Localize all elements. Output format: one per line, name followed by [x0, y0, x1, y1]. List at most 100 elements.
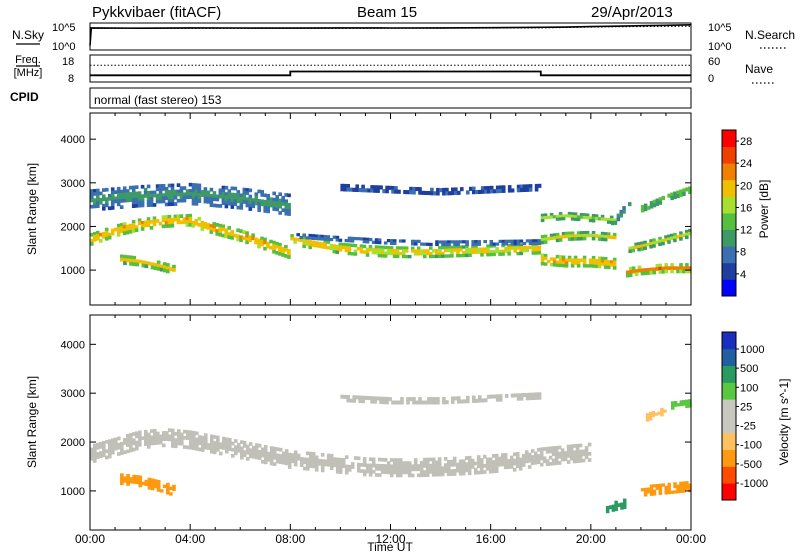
- power-cell: [365, 250, 370, 254]
- power-cell: [305, 239, 309, 243]
- velocity-cell: [578, 455, 583, 460]
- velocity-cell: [572, 459, 577, 464]
- velocity-cell: [352, 395, 356, 400]
- power-cell: [254, 240, 258, 245]
- power-cell: [386, 246, 391, 250]
- velocity-cell: [346, 398, 350, 403]
- power-cell: [591, 231, 596, 235]
- power-cell: [200, 224, 205, 228]
- power-cell: [501, 239, 506, 243]
- power-cell: [552, 257, 557, 261]
- power-cell: [308, 243, 312, 247]
- velocity-cell: [102, 450, 106, 454]
- velocity-cell: [269, 458, 274, 463]
- power-cell: [462, 251, 466, 255]
- power-cell: [486, 253, 490, 257]
- velocity-cell: [340, 394, 344, 399]
- power-cell: [652, 270, 657, 275]
- power-cell: [239, 235, 243, 240]
- power-cell: [156, 263, 161, 268]
- power-cell: [131, 198, 136, 202]
- power-cell: [471, 240, 475, 244]
- power-colorbar-swatch: [722, 262, 736, 280]
- power-cell: [323, 245, 328, 249]
- power-cell: [236, 228, 240, 233]
- velocity-cell: [377, 467, 382, 471]
- velocity-cell: [150, 438, 154, 443]
- power-colorbar-tick-label: 28: [740, 136, 752, 148]
- velocity-cell: [156, 480, 161, 484]
- power-cell: [179, 186, 184, 190]
- velocity-cell: [394, 400, 398, 405]
- power-cell: [102, 197, 106, 202]
- power-cell: [652, 241, 656, 245]
- power-cell: [564, 231, 569, 236]
- power-cell: [144, 264, 149, 269]
- power-cell: [540, 235, 545, 239]
- power-cell: [534, 245, 539, 249]
- power-cell: [143, 191, 148, 195]
- power-cell: [131, 219, 136, 224]
- power-cell: [116, 233, 121, 237]
- velocity-cell: [180, 432, 184, 437]
- power-cell: [519, 251, 523, 256]
- power-cell: [164, 190, 169, 194]
- power-cell: [359, 237, 364, 241]
- velocity-cell: [418, 397, 422, 402]
- power-cell: [197, 186, 202, 191]
- velocity-cell: [126, 482, 130, 486]
- power-cell: [546, 237, 551, 241]
- velocity-cell: [343, 394, 347, 399]
- velocity-colorbar-label: Velocity [m s^-1]: [777, 379, 791, 466]
- power-cell: [120, 257, 124, 262]
- power-cell: [152, 216, 157, 221]
- velocity-cell: [362, 460, 367, 464]
- power-cell: [122, 231, 127, 236]
- velocity-colorbar-tick-label: 100: [740, 382, 758, 394]
- power-cell: [343, 183, 347, 188]
- nsearch-label: N.Search: [745, 28, 795, 42]
- power-cell: [386, 248, 391, 253]
- velocity-cell: [410, 467, 415, 472]
- power-cell: [209, 230, 214, 234]
- power-cell: [591, 255, 596, 260]
- velocity-cell: [138, 442, 142, 447]
- velocity-cell: [370, 396, 374, 401]
- velocity-cell: [96, 442, 100, 447]
- power-cell: [392, 241, 397, 245]
- power-cell: [412, 186, 416, 191]
- power-cell: [188, 192, 193, 196]
- power-cell: [281, 199, 285, 203]
- power-cell: [679, 231, 683, 235]
- velocity-cell: [664, 488, 668, 492]
- power-cell: [248, 238, 252, 243]
- velocity-cell: [287, 455, 292, 460]
- velocity-cell: [575, 456, 580, 460]
- velocity-cell: [446, 460, 451, 464]
- velocity-cell: [198, 438, 202, 442]
- power-cell: [475, 190, 479, 195]
- power-cell: [272, 243, 276, 248]
- velocity-cell: [386, 464, 391, 468]
- velocity-cell: [117, 442, 121, 447]
- power-cell: [254, 192, 259, 197]
- power-cell: [179, 189, 184, 194]
- power-cell: [236, 205, 241, 210]
- power-cell: [179, 214, 184, 218]
- power-cell: [350, 239, 355, 243]
- velocity-cell: [539, 456, 544, 461]
- velocity-cell: [186, 433, 190, 437]
- power-cell: [543, 216, 548, 220]
- velocity-cell: [257, 450, 262, 454]
- velocity-colorbar-swatch: [722, 449, 736, 467]
- power-cell: [146, 197, 151, 201]
- power-cell: [673, 232, 677, 237]
- velocity-cell: [527, 458, 532, 463]
- velocity-cell: [667, 488, 671, 492]
- velocity-cell: [183, 436, 187, 440]
- power-cell: [567, 211, 572, 216]
- velocity-cell: [371, 463, 376, 468]
- velocity-cell: [551, 446, 556, 450]
- power-cell: [483, 186, 488, 191]
- power-cell: [110, 231, 115, 236]
